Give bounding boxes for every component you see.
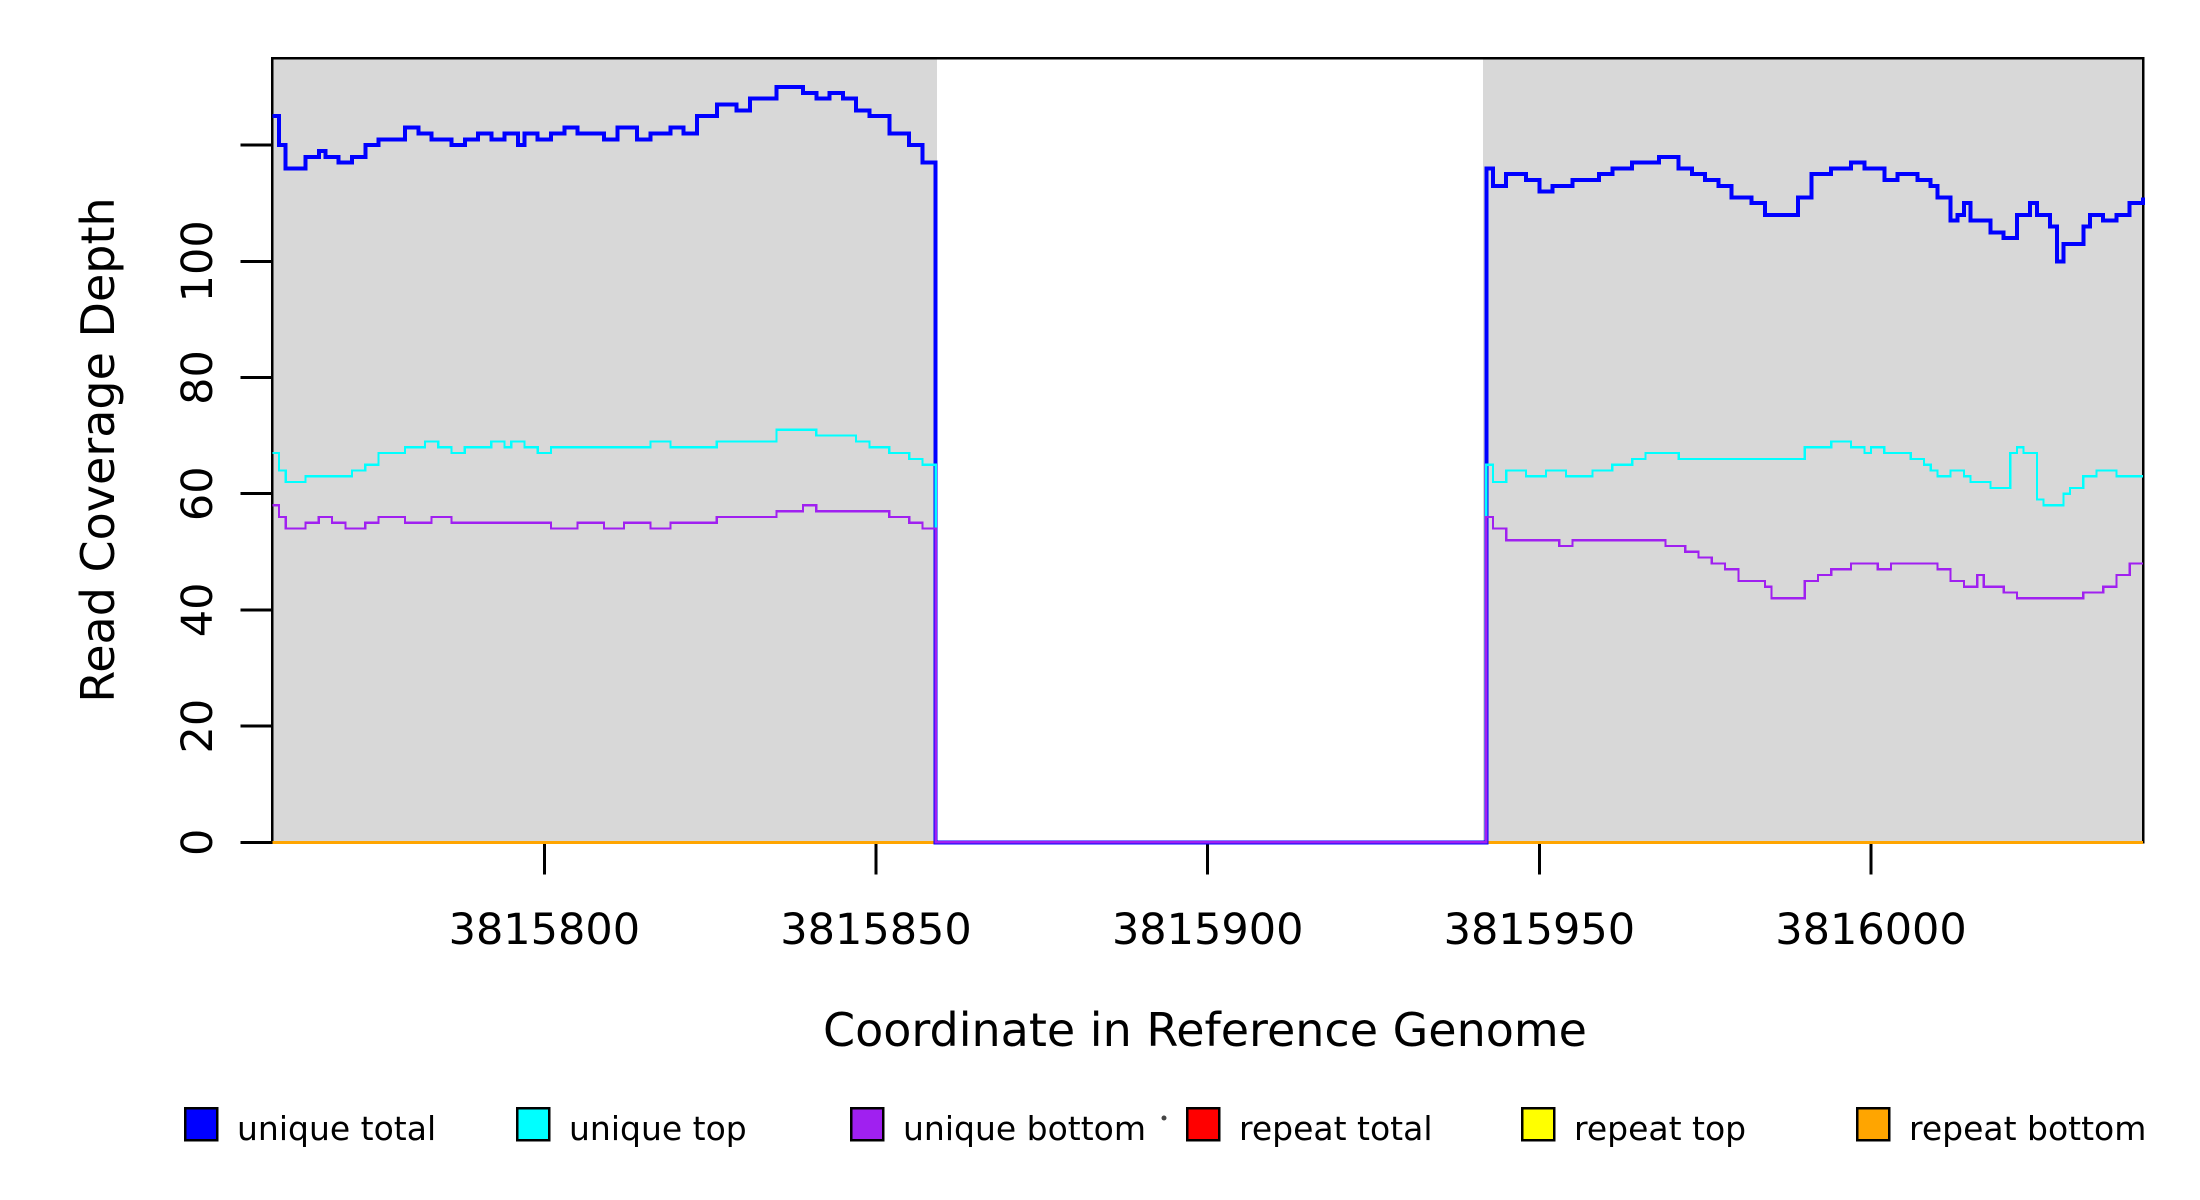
legend-swatch-repeat-total (1185, 1106, 1221, 1142)
stray-dot (1161, 1115, 1167, 1121)
legend: unique total unique top unique bottom repea… (183, 1106, 2146, 1148)
legend-swatch-unique-bottom (849, 1106, 885, 1142)
x-tick-label: 3815800 (449, 905, 641, 955)
shaded-regions (272, 58, 2143, 843)
legend-label-repeat-bottom: repeat bottom (1909, 1109, 2146, 1148)
legend-swatch-repeat-top (1520, 1106, 1556, 1142)
series-line-unique-total (272, 85, 2145, 845)
legend-label-repeat-total: repeat total (1239, 1109, 1433, 1148)
legend-swatch-unique-total (183, 1106, 219, 1142)
x-tick-label: 3815900 (1112, 905, 1304, 955)
y-tick-label: 80 (173, 350, 223, 405)
legend-swatch-repeat-bottom (1855, 1106, 1891, 1142)
series-line-unique-bottom (272, 504, 2143, 844)
x-tick-label: 3816000 (1775, 905, 1967, 955)
y-tick-label: 20 (173, 699, 223, 754)
legend-label-unique-top: unique top (569, 1109, 747, 1148)
legend-label-unique-total: unique total (237, 1109, 436, 1148)
y-tick-label: 0 (173, 829, 223, 856)
y-tick-label: 40 (173, 583, 223, 638)
y-axis-title: Read Coverage Depth (71, 197, 125, 702)
x-axis-title: Coordinate in Reference Genome (823, 1003, 1587, 1057)
legend-swatch-unique-top (515, 1106, 551, 1142)
series-line-unique-top (272, 428, 2143, 844)
x-tick-label: 3815850 (780, 905, 972, 955)
axes: 3815800 3815850 3815900 3815950 3816000 0 20 40… (173, 56, 2145, 955)
series-lines (272, 85, 2145, 845)
legend-label-repeat-top: repeat top (1574, 1109, 1746, 1148)
coverage-region-shade (272, 58, 938, 843)
y-tick-label: 60 (173, 466, 223, 521)
x-tick-label: 3815950 (1444, 905, 1636, 955)
legend-label-unique-bottom: unique bottom (903, 1109, 1146, 1148)
y-tick-label: 100 (173, 220, 223, 302)
